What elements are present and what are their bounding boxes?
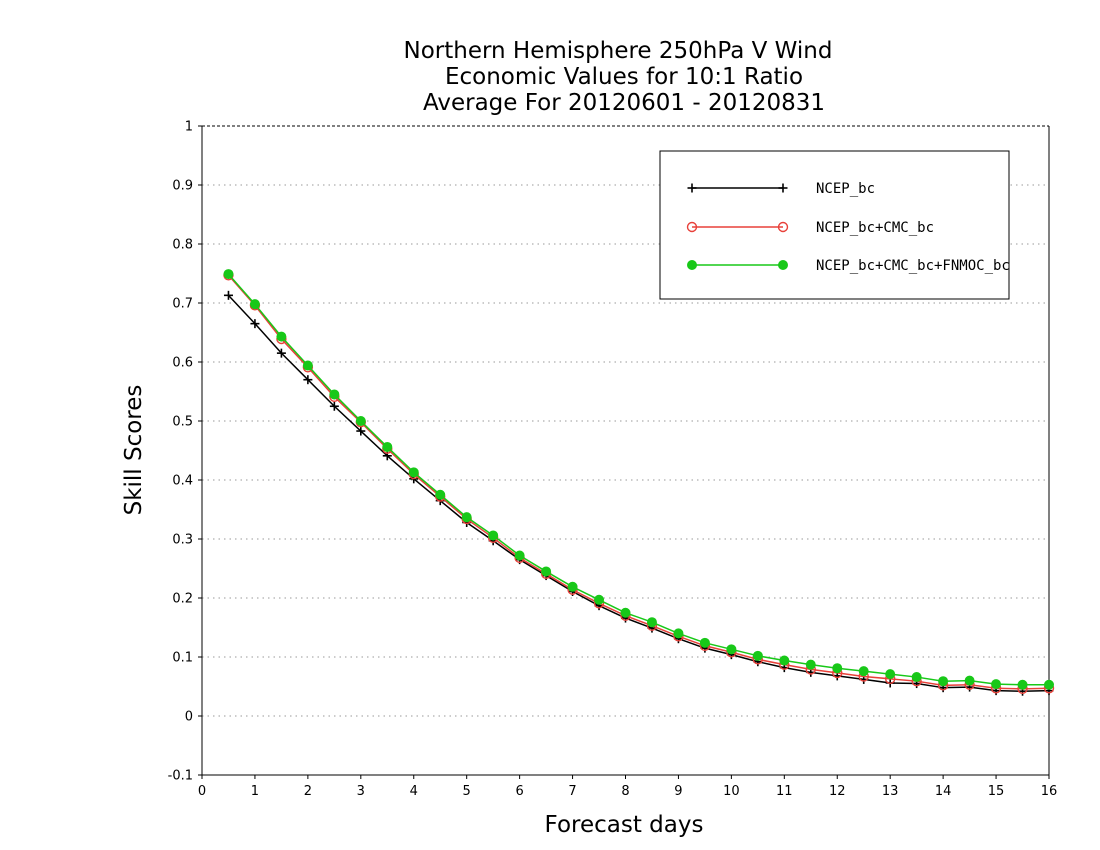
data-point-filled-circle — [938, 676, 949, 687]
axes: -0.100.10.20.30.40.50.60.70.80.910 1 2 3 4 5 6… — [168, 120, 1058, 800]
data-point-filled-circle — [541, 566, 552, 577]
data-point-filled-circle — [461, 512, 472, 523]
data-point-filled-circle — [699, 637, 710, 648]
x-tick-label: 5 — [463, 784, 471, 799]
data-point-plus — [778, 183, 788, 193]
data-point-filled-circle — [249, 299, 260, 310]
x-tick-label: 15 — [988, 784, 1005, 799]
y-tick-label: 0.4 — [172, 474, 193, 489]
x-tick-label: 4 — [410, 784, 418, 799]
chart-title: Northern Hemisphere 250hPa V Wind Econom… — [404, 38, 833, 116]
y-tick-label: 0.6 — [172, 356, 193, 371]
legend-label: NCEP_bc — [816, 181, 875, 197]
y-tick-label: 0.9 — [172, 179, 193, 194]
data-point-filled-circle — [223, 269, 234, 280]
data-point-plus — [276, 348, 286, 358]
y-tick-label: 0.8 — [172, 238, 193, 253]
data-point-filled-circle — [779, 655, 790, 666]
x-tick-label: 2 — [304, 784, 312, 799]
x-tick-label: 16 — [1041, 784, 1058, 799]
data-point-filled-circle — [858, 666, 869, 677]
data-point-filled-circle — [329, 389, 340, 400]
x-axis-label: Forecast days — [545, 812, 704, 838]
title-line-1: Northern Hemisphere 250hPa V Wind — [404, 38, 833, 64]
data-point-filled-circle — [726, 644, 737, 655]
series-2 — [223, 270, 1055, 695]
data-point-filled-circle — [488, 530, 499, 541]
data-point-filled-circle — [514, 550, 525, 561]
data-point-filled-circle — [594, 594, 605, 605]
x-tick-label: 0 — [198, 784, 206, 799]
data-point-filled-circle — [382, 441, 393, 452]
legend-box — [659, 150, 1010, 300]
data-point-plus — [687, 183, 697, 193]
data-point-filled-circle — [1017, 679, 1028, 690]
data-point-filled-circle — [752, 650, 763, 661]
legend-label: NCEP_bc+CMC_bc+FNMOC_bc — [816, 258, 1010, 274]
data-point-filled-circle — [673, 628, 684, 639]
legend-label: NCEP_bc+CMC_bc — [816, 220, 934, 236]
data-point-open-circle — [777, 221, 789, 233]
x-tick-label: 13 — [882, 784, 899, 799]
x-tick-label: 3 — [357, 784, 365, 799]
legend-item-1: NCEP_bc — [687, 181, 875, 197]
data-point-filled-circle — [355, 416, 366, 426]
y-tick-label: 0.3 — [172, 533, 193, 548]
y-tick-label: 0.1 — [172, 651, 193, 666]
data-point-filled-circle — [964, 675, 975, 686]
data-point-plus — [329, 401, 339, 411]
series-layer — [223, 269, 1055, 696]
x-tick-label: 11 — [776, 784, 793, 799]
series-line — [227, 274, 1050, 690]
data-point-filled-circle — [885, 669, 896, 680]
y-tick-label: 0.2 — [172, 592, 193, 607]
series-line — [227, 294, 1050, 692]
data-point-open-circle — [686, 221, 698, 233]
data-point-filled-circle — [1044, 679, 1054, 690]
y-tick-label: 0.7 — [172, 297, 193, 312]
data-point-filled-circle — [805, 659, 816, 670]
x-tick-label: 9 — [674, 784, 682, 799]
y-tick-label: 0 — [185, 710, 193, 725]
data-point-filled-circle — [911, 672, 922, 683]
data-point-filled-circle — [687, 260, 697, 270]
data-point-filled-circle — [646, 617, 657, 628]
y-tick-label: 0.5 — [172, 415, 193, 430]
title-line-2: Economic Values for 10:1 Ratio — [445, 64, 803, 90]
data-point-filled-circle — [620, 607, 631, 618]
data-point-filled-circle — [778, 260, 788, 270]
x-tick-label: 10 — [723, 784, 740, 799]
x-tick-label: 12 — [829, 784, 846, 799]
data-point-filled-circle — [832, 663, 843, 674]
x-tick-label: 8 — [621, 784, 629, 799]
x-tick-label: 7 — [568, 784, 576, 799]
data-point-plus — [356, 426, 366, 436]
title-line-3: Average For 20120601 - 20120831 — [423, 90, 825, 116]
x-tick-label: 14 — [935, 784, 952, 799]
x-tick-label: 1 — [251, 784, 259, 799]
y-tick-label: -0.1 — [168, 769, 193, 784]
series-3 — [223, 269, 1054, 690]
data-point-filled-circle — [991, 679, 1002, 690]
data-point-plus — [303, 375, 313, 385]
data-point-plus — [223, 290, 233, 300]
legend-item-3: NCEP_bc+CMC_bc+FNMOC_bc — [687, 258, 1010, 274]
data-point-plus — [250, 319, 260, 329]
y-axis-label: Skill Scores — [121, 385, 147, 516]
legend: NCEP_bc NCEP_bc+CMC_bc NCEP_bc+CMC_bc+FNMO… — [659, 150, 1010, 300]
gridlines — [202, 184, 1049, 717]
data-point-filled-circle — [302, 360, 313, 371]
data-point-filled-circle — [435, 489, 446, 500]
series-1 — [223, 290, 1054, 696]
data-point-filled-circle — [276, 331, 287, 342]
x-tick-label: 6 — [515, 784, 523, 799]
legend-item-2: NCEP_bc+CMC_bc — [686, 220, 934, 236]
data-point-filled-circle — [408, 467, 419, 478]
y-tick-label: 1 — [185, 120, 193, 135]
data-point-filled-circle — [567, 581, 578, 592]
